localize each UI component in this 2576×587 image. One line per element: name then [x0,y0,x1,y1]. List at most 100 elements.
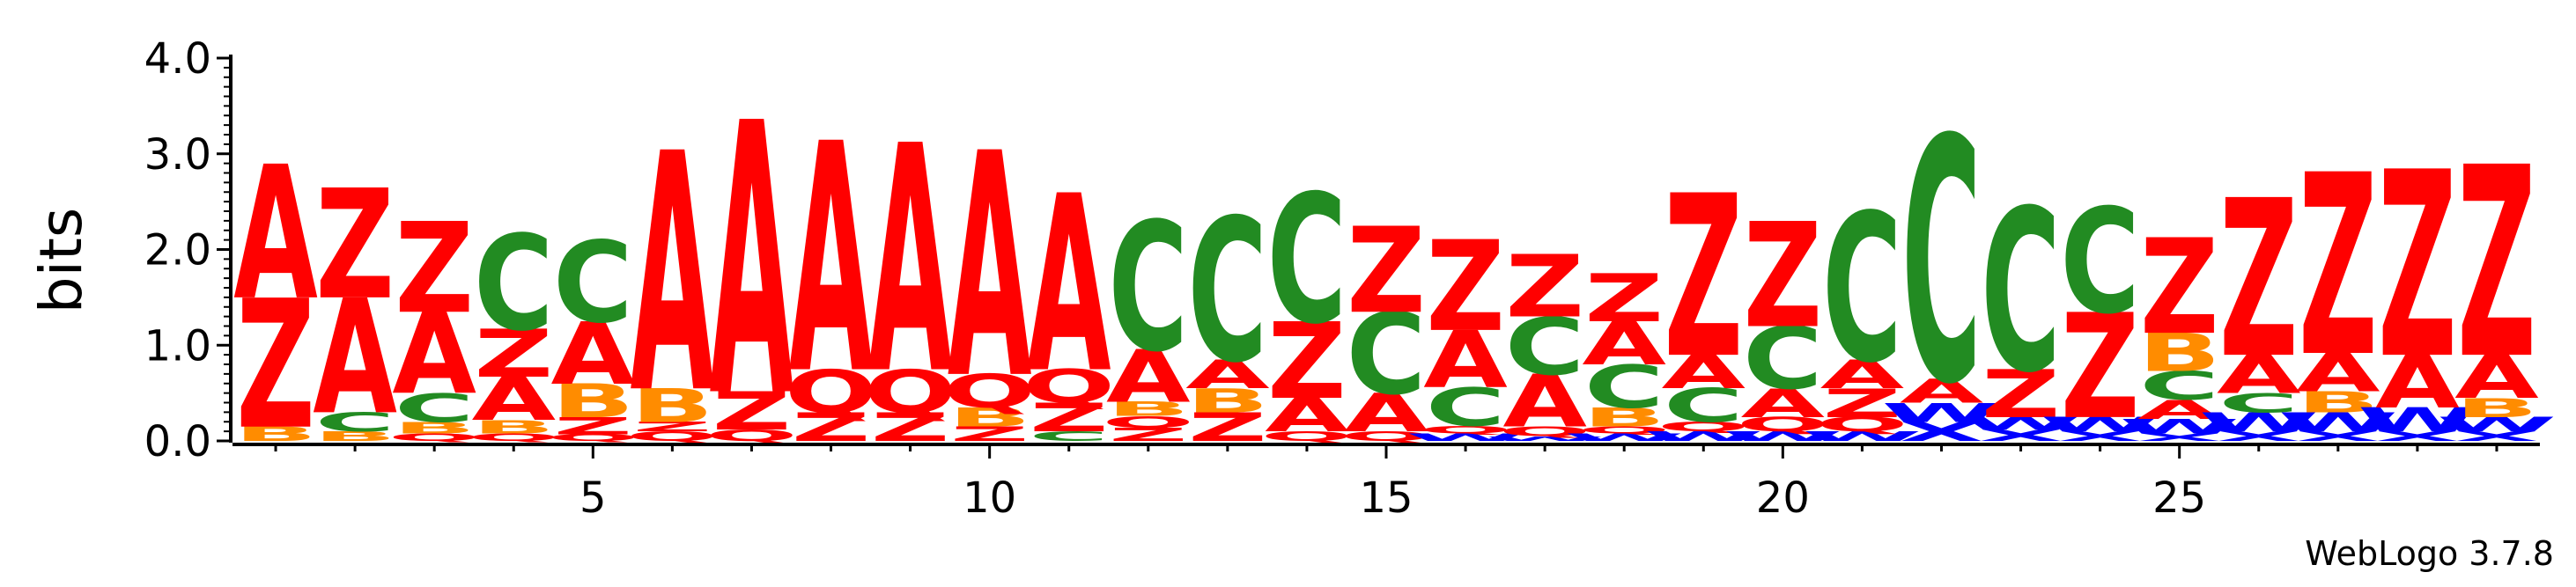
logo-letter-a: A [2375,341,2460,424]
logo-letter-c: C [1029,429,1109,444]
logo-letter-a: A [1741,380,1826,426]
logo-letter-a: A [1344,383,1428,444]
logo-letter-q: Q [1737,413,1829,436]
logo-letter-w: W [1960,414,2080,434]
y-tick-label: 3.0 [144,130,211,180]
logo-letter-b: B [1186,382,1269,421]
logo-letter-b: B [631,379,713,432]
logo-letter-z: Z [1188,405,1267,451]
logo-letter-z: Z [1426,216,1505,360]
logo-letter-w: W [2120,415,2240,438]
logo-letter-a: A [868,80,953,444]
logo-letter-z: Z [1347,202,1426,340]
logo-letter-q: Q [1022,361,1115,414]
logo-letter-z: Z [315,158,395,334]
logo-letter-b: B [1583,402,1665,432]
logo-letter-b: B [472,416,555,437]
logo-letter-z: Z [712,381,792,442]
logo-letter-w: W [2278,407,2398,437]
logo-letter-c: C [1267,158,1347,363]
logo-letter-a: A [551,305,636,405]
logo-letter-z: Z [2219,153,2299,406]
y-tick-label: 2.0 [144,226,211,275]
x-tick-label: 10 [963,473,1016,523]
logo-letter-c: C [1743,310,1823,409]
logo-letter-q: Q [1578,425,1671,436]
y-tick-label: 1.0 [144,321,211,371]
logo-letter-w: W [1881,398,2001,428]
logo-letter-c: C [1505,302,1585,393]
logo-letter-a: A [2296,342,2380,403]
logo-letter-z: Z [1584,260,1664,337]
logo-letter-c: C [1584,354,1664,422]
logo-letter-z: Z [2061,283,2140,451]
logo-letter-z: Z [1109,424,1188,445]
logo-letter-b: B [234,422,317,445]
logo-letter-z: Z [2299,121,2378,413]
x-axis: 5 10 15 20 25 [233,443,2540,523]
logo-letter-a: A [948,87,1033,446]
logo-letter-q: Q [943,365,1036,418]
logo-letter-b: B [393,419,476,437]
logo-letter-q: Q [1340,429,1432,444]
logo-letter-z: Z [792,405,871,451]
logo-letter-w: W [2040,413,2159,436]
logo-letter-b: B [2297,385,2380,419]
x-tick-label: 5 [579,473,607,523]
logo-letter-q: Q [388,431,481,444]
logo-letter-a: A [1582,311,1666,379]
logo-letter-w: W [1485,435,1605,443]
logo-letter-q: Q [785,358,877,427]
logo-letter-c: C [2060,179,2140,347]
logo-letter-x: X [1900,417,1983,447]
logo-letter-a: A [789,78,874,444]
logo-letter-q: Q [1420,423,1512,436]
logo-letter-z: Z [2457,111,2536,417]
logo-letter-q: Q [547,432,639,443]
logo-letter-w: W [1723,429,1842,444]
x-tick-label: 20 [1756,473,1810,523]
logo-letter-b: B [314,429,396,444]
logo-letter-b: B [2138,322,2221,383]
logo-letter-a: A [1661,346,1746,399]
y-tick-label: 0.0 [144,417,211,466]
logo-letter-z: Z [1823,380,1902,426]
y-axis: 0.0 1.0 2.0 3.0 4.0 [144,34,233,466]
logo-letter-b: B [948,402,1031,432]
logo-letter-x: X [2137,431,2221,444]
logo-letter-z: Z [395,197,474,341]
logo-letter-a: A [1027,145,1111,427]
logo-letter-a: A [471,366,556,435]
logo-letters: BZABCAZQBCAZQBAZCQZBACQZBAQZAZQAZQAZBQAC… [233,45,2557,480]
logo-letter-q: Q [1102,413,1194,431]
logo-letter-w: W [1564,431,1684,444]
logo-letter-z: Z [2378,118,2457,415]
logo-letter-c: C [553,219,633,349]
logo-letter-q: Q [864,358,956,427]
logo-letter-x: X [2058,429,2142,444]
logo-letter-c: C [395,385,475,431]
logo-letter-w: W [2199,407,2319,437]
logo-letter-q: Q [1816,413,1908,436]
logo-letter-c: C [1108,186,1188,392]
logo-letter-a: A [2454,344,2539,413]
logo-letter-b: B [2455,393,2538,423]
logo-letter-z: Z [2140,212,2219,364]
logo-letter-z: Z [554,413,633,440]
y-axis-label: bits [27,208,95,314]
logo-letter-z: Z [633,419,712,434]
logo-letter-a: A [1502,360,1587,444]
x-tick-label: 15 [1359,473,1413,523]
logo-letter-x: X [2296,429,2380,444]
logo-letter-a: A [1265,389,1349,442]
logo-letter-q: Q [1657,419,1750,434]
logo-letter-w: W [1802,429,1922,444]
logo-letter-a: A [392,290,476,420]
logo-letter-c: C [1347,290,1427,420]
logo-letter-a: A [631,84,716,466]
logo-letter-a: A [233,128,318,341]
logo-letter-b: B [1107,398,1190,421]
logo-letter-w: W [2358,400,2477,439]
logo-letter-x: X [1979,426,2063,444]
